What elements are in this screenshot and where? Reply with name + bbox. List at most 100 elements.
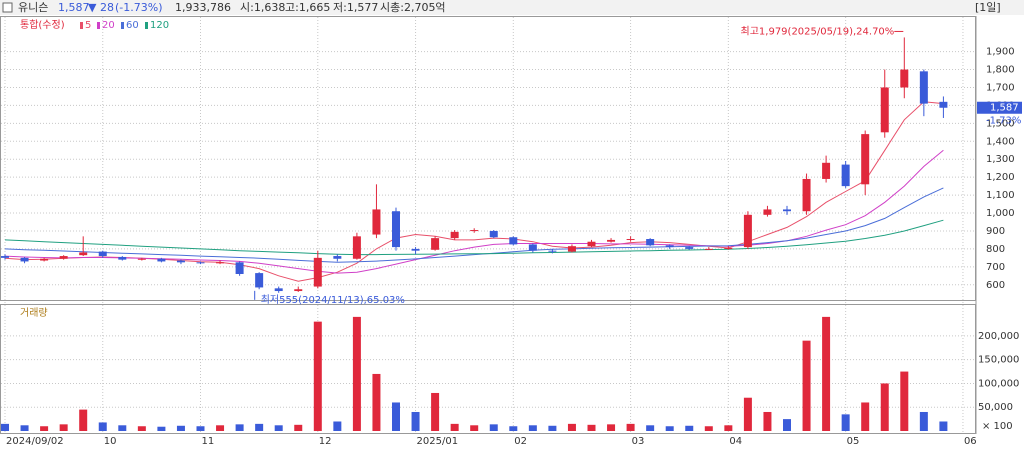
legend-label: 20 (102, 20, 115, 31)
x-tick-label: 10 (104, 436, 117, 447)
volume-bar (431, 392, 440, 431)
candle-body (919, 71, 928, 104)
candle-body (509, 237, 518, 245)
open: 시:1,638 (240, 1, 285, 14)
change: ▼ 28 (88, 1, 114, 14)
legend-swatch (145, 22, 148, 29)
volume-title: 거래량 (20, 307, 48, 319)
y-tick-label: 1,900 (986, 47, 1015, 58)
checkbox[interactable] (2, 2, 13, 13)
volume-bar (137, 426, 146, 431)
low: 저:1,577 (333, 1, 378, 14)
y-tick-label: 50,000 (978, 402, 1013, 413)
candle-body (567, 246, 576, 252)
volume-bar (665, 426, 674, 431)
y-tick-label: 1,500 (986, 118, 1015, 129)
high: 고:1,665 (285, 1, 330, 14)
volume-bar (20, 425, 29, 431)
price-tag-box (977, 101, 1022, 114)
volume-bar (79, 409, 88, 431)
candle-body (646, 239, 655, 246)
y-tick-label: 1,400 (986, 136, 1015, 147)
candle-body (939, 101, 948, 108)
y-tick-label: 900 (986, 226, 1005, 237)
x-tick-label: 2024/09/02 (6, 436, 64, 447)
x-tick-label: 02 (514, 436, 527, 447)
y-tick-label: 150,000 (978, 355, 1019, 366)
candle-body (1, 256, 9, 258)
x-tick-label: 2025/01 (417, 436, 459, 447)
candle-body (372, 209, 381, 235)
candle-body (392, 211, 400, 248)
candle-body (255, 273, 264, 288)
candle-body (59, 256, 68, 259)
x-tick-label: 12 (319, 436, 332, 447)
candle-body (489, 230, 498, 238)
volume-bar (900, 371, 909, 431)
volume-bar (528, 425, 537, 431)
candle-body (313, 257, 322, 287)
candle-body (137, 258, 146, 260)
legend-swatch (80, 22, 83, 29)
y-tick-label: 200,000 (978, 331, 1019, 342)
high-annotation: 최고1,979(2025/05/19),24.70% (741, 25, 895, 37)
volume-bar (763, 411, 772, 431)
volume-bar (235, 424, 244, 431)
candle-body (704, 248, 713, 250)
candle-body (470, 230, 479, 232)
market-cap: 시총:2,705억 (380, 1, 446, 14)
volume-bar (704, 426, 713, 431)
y-tick-label: 1,000 (986, 208, 1015, 219)
candle-body (763, 209, 772, 215)
volume-bar (118, 425, 127, 431)
candle-body (528, 244, 537, 251)
volume-bar (333, 421, 342, 431)
candle-body (665, 245, 674, 248)
volume-bar (274, 425, 283, 431)
candle-body (548, 250, 557, 252)
candle-body (294, 289, 303, 292)
volume-bar (196, 426, 205, 431)
candle-body (900, 69, 909, 88)
volume-bar (548, 425, 557, 431)
x-tick-label: 05 (847, 436, 860, 447)
candle-body (587, 241, 596, 247)
candle-body (98, 251, 107, 257)
candle-body (79, 252, 88, 256)
volume-bar (216, 425, 225, 431)
volume-bar (313, 321, 322, 431)
volume-bar (176, 425, 185, 431)
volume-bar (919, 411, 928, 431)
volume-bar (802, 340, 811, 431)
volume-bar (372, 373, 381, 431)
candle-body (783, 209, 791, 212)
legend-label: 120 (150, 20, 169, 31)
volume-bar (470, 425, 479, 431)
volume-bar (607, 424, 616, 431)
price: 1,587 (58, 1, 90, 14)
candle-body (802, 178, 811, 212)
volume-bar (157, 426, 166, 431)
y-tick-label: 1,300 (986, 154, 1015, 165)
candle-body (40, 258, 49, 261)
volume-bar (724, 425, 733, 431)
ma-line (4, 219, 944, 256)
volume-bar (489, 424, 498, 431)
candle-body (20, 257, 29, 262)
period-button[interactable]: [1일] (975, 0, 1001, 14)
candle-body (724, 247, 733, 249)
low-annotation: 최저555(2024/11/13),65.03% (261, 294, 405, 306)
candle-body (822, 162, 831, 179)
y-tick-label: 1,700 (986, 82, 1015, 93)
change-tag: -1.73% (986, 116, 1021, 127)
candle-body (118, 256, 127, 260)
volume-bar (255, 423, 264, 431)
y-tick-label: 100,000 (978, 378, 1019, 389)
unit-label: × 100 (982, 421, 1013, 432)
volume-bar (646, 425, 655, 431)
candle-body (685, 247, 694, 249)
legend-label: 5 (85, 20, 91, 31)
candle-body (216, 262, 225, 264)
volume: 1,933,786 (175, 1, 231, 14)
header-bar (0, 0, 1024, 15)
